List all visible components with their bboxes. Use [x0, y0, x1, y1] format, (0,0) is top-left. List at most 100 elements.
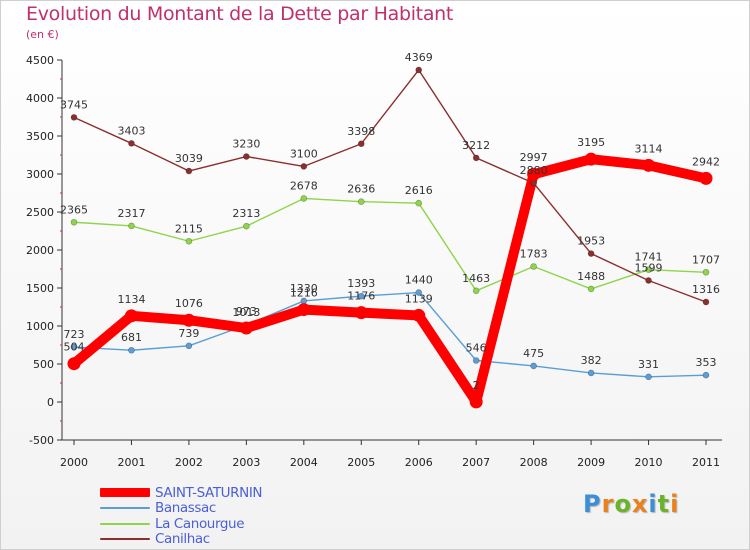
data-label: 723 — [64, 328, 85, 341]
x-tick-label: 2005 — [347, 456, 375, 469]
data-label: 2313 — [232, 207, 260, 220]
data-label: 475 — [523, 347, 544, 360]
y-tick-label: 4500 — [26, 54, 54, 67]
series-line-la-canourgue — [73, 197, 707, 292]
data-label: 1076 — [175, 297, 203, 310]
data-point — [70, 114, 78, 121]
data-label: 1741 — [635, 251, 663, 264]
data-point — [587, 285, 595, 293]
data-point — [185, 342, 193, 350]
data-point — [243, 153, 250, 160]
data-point — [702, 268, 710, 276]
data-label: 1440 — [405, 274, 433, 287]
data-label: 1599 — [635, 261, 663, 274]
data-point — [587, 250, 595, 257]
legend-item: Banassac — [100, 500, 262, 517]
chart-unit-label: (en €) — [26, 28, 59, 41]
data-point — [645, 277, 652, 284]
y-tick-label: 2500 — [26, 206, 54, 219]
y-tick-label: 2000 — [26, 244, 54, 257]
data-label: 353 — [696, 356, 717, 369]
data-label: 2636 — [347, 183, 375, 196]
legend-swatch — [100, 538, 150, 541]
data-point — [645, 373, 652, 381]
data-label: 3039 — [175, 152, 203, 165]
data-point — [67, 357, 81, 371]
data-point — [472, 287, 480, 295]
data-point — [128, 346, 135, 354]
data-point — [472, 357, 480, 364]
data-point — [645, 266, 652, 273]
data-point — [530, 263, 537, 270]
legend-swatch — [100, 507, 150, 510]
data-label: 3398 — [347, 125, 375, 138]
legend-label: Canilhac — [155, 531, 210, 548]
data-point — [702, 371, 710, 379]
y-tick-label: 1500 — [26, 282, 54, 295]
data-label: 2317 — [117, 207, 145, 220]
data-label: 2616 — [405, 184, 433, 197]
x-tick-label: 2007 — [462, 456, 490, 469]
data-label: 973 — [236, 305, 257, 318]
legend-item: Canilhac — [100, 531, 262, 548]
data-point — [584, 152, 598, 166]
x-tick-label: 2010 — [635, 456, 663, 469]
data-label: 1216 — [290, 287, 318, 300]
data-label: 3230 — [232, 138, 260, 151]
data-point — [415, 289, 423, 296]
data-label: 331 — [638, 358, 659, 371]
data-label: 2997 — [520, 151, 548, 164]
series-line-saint-saturnin — [69, 154, 711, 407]
series-lines — [69, 69, 711, 407]
data-label: 1330 — [290, 282, 318, 295]
data-label: 1139 — [405, 292, 433, 305]
data-point — [530, 362, 537, 370]
x-tick-label: 2000 — [60, 456, 88, 469]
data-point — [642, 158, 656, 172]
data-label: 3403 — [117, 124, 145, 137]
data-label: 1176 — [347, 290, 375, 303]
legend-label: Banassac — [155, 500, 216, 517]
x-tick-label: 2001 — [117, 456, 145, 469]
data-label: 1953 — [577, 235, 605, 248]
data-label: 1463 — [462, 272, 490, 285]
x-tick-label: 2003 — [232, 456, 260, 469]
data-point — [300, 163, 308, 170]
data-label: 2 — [473, 379, 480, 392]
x-tick-label: 2009 — [577, 456, 605, 469]
data-point — [469, 395, 483, 409]
chart-axes: -500 0 500 1000 1500 2000 2500 3000 3500 4000 4500… — [26, 54, 722, 469]
data-point — [243, 222, 250, 230]
data-point — [415, 66, 423, 74]
data-point — [185, 167, 193, 175]
data-label: 2942 — [692, 155, 720, 168]
data-label: 546 — [466, 342, 487, 355]
series-markers — [67, 66, 713, 409]
data-point — [300, 195, 308, 202]
data-point — [472, 154, 480, 162]
x-tick-label: 2008 — [520, 456, 548, 469]
data-point — [702, 298, 710, 306]
data-label: 1707 — [692, 253, 720, 266]
y-tick-label: -500 — [29, 434, 54, 447]
y-tick-label: 0 — [47, 396, 54, 409]
legend-label: La Canourgue — [155, 515, 245, 532]
data-label: 2880 — [520, 164, 548, 177]
data-label: 739 — [178, 327, 199, 340]
legend-swatch — [100, 488, 150, 498]
y-tick-label: 4000 — [26, 92, 54, 105]
data-point — [128, 140, 135, 147]
data-label: 1134 — [117, 293, 145, 306]
y-tick-label: 3000 — [26, 168, 54, 181]
data-label: 2365 — [60, 203, 88, 216]
legend-swatch — [100, 522, 150, 525]
y-tick-label: 3500 — [26, 130, 54, 143]
legend-item: La Canourgue — [100, 516, 262, 532]
data-point — [527, 167, 541, 181]
chart-title: Evolution du Montant de la Dette par Hab… — [26, 3, 454, 25]
data-label: 681 — [121, 331, 142, 344]
data-label: 1316 — [692, 283, 720, 296]
data-point — [124, 309, 138, 323]
